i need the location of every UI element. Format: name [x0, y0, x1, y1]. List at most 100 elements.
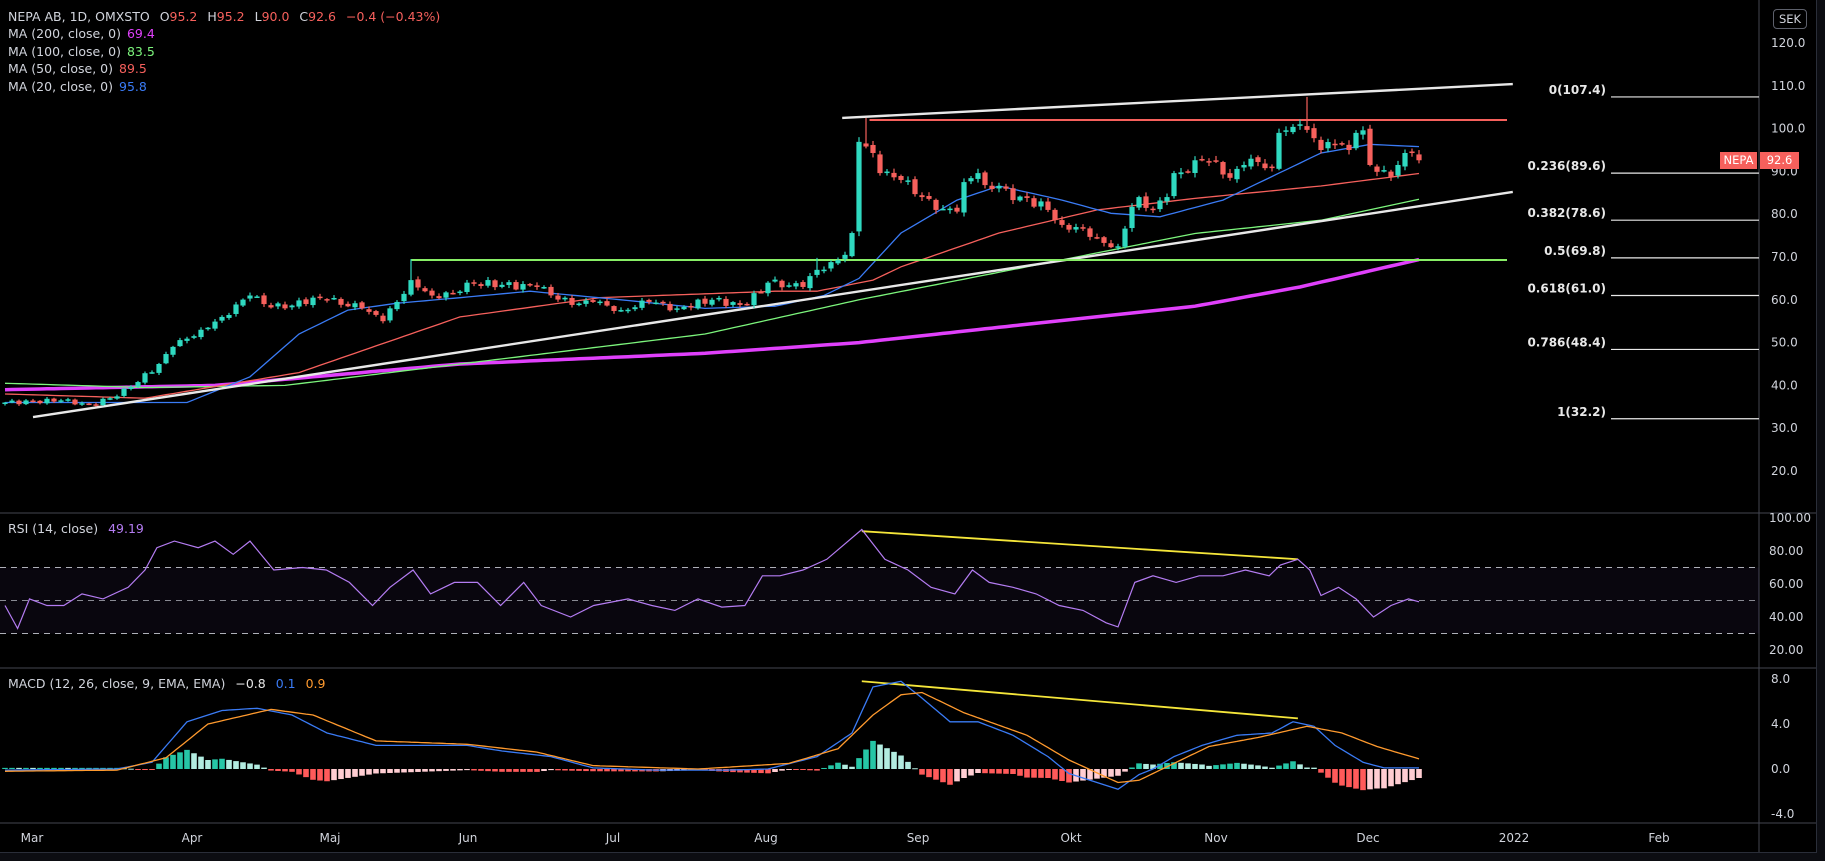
macd-histogram-bar	[1164, 763, 1170, 769]
macd-histogram-bar	[275, 769, 281, 771]
candle-down	[800, 282, 806, 287]
macd-histogram-bar	[1017, 769, 1023, 776]
macd-histogram-bar	[471, 769, 477, 771]
macd-histogram-bar	[58, 767, 64, 769]
close-value: C92.6	[299, 9, 336, 24]
macd-axis[interactable]: 8.0 4.0 0.0 -4.0	[1771, 672, 1794, 821]
macd-histogram-bar	[499, 769, 505, 772]
macd-histogram-bar	[429, 769, 435, 772]
macd-histogram-bar	[800, 769, 806, 770]
candle-up	[240, 299, 246, 306]
price-tick-label: 100.0	[1771, 122, 1805, 136]
macd-histogram-bar	[1255, 765, 1261, 769]
candle-down	[72, 399, 78, 405]
drawings[interactable]	[32, 82, 1513, 720]
macd-histogram-bar	[1199, 764, 1205, 769]
rsi-legend[interactable]: RSI (14, close) 49.19	[8, 520, 150, 537]
candle-down	[366, 309, 372, 312]
price-axis[interactable]: 120.0110.0100.090.080.070.060.050.040.03…	[1771, 36, 1805, 478]
macd-histogram-bar	[1213, 765, 1219, 769]
rsi-axis[interactable]: 100.00 80.00 60.00 40.00 20.00	[1769, 511, 1811, 657]
candle-up	[793, 283, 799, 287]
candle-up	[1038, 201, 1044, 207]
ma20-line	[5, 143, 1420, 404]
candle-up	[709, 299, 715, 305]
macd-legend[interactable]: MACD (12, 26, close, 9, EMA, EMA) −0.8 0…	[8, 675, 331, 692]
macd-histogram-bar	[1262, 766, 1268, 769]
time-tick-label: 2022	[1499, 831, 1530, 845]
candle-down	[1052, 209, 1058, 221]
macd-histogram-bar	[478, 769, 484, 771]
candle-up	[1136, 197, 1142, 208]
macd-histogram-bar	[877, 744, 883, 769]
fibonacci-retracement[interactable]: 0(107.4) 0.236(89.6) 0.382(78.6) 0.5(69.8) 0…	[1527, 83, 1759, 420]
macd-histogram-bar	[219, 758, 225, 769]
candle-down	[1304, 126, 1310, 130]
candle-down	[1045, 201, 1051, 210]
candle-down	[303, 299, 309, 305]
candle-down	[779, 280, 785, 288]
candlestick-series	[2, 96, 1422, 407]
candle-up	[156, 364, 162, 373]
macd-histogram-bar	[492, 769, 498, 772]
candle-up	[191, 336, 197, 338]
candle-down	[989, 185, 995, 190]
macd-histogram-bar	[100, 767, 106, 769]
candle-up	[968, 178, 974, 182]
candle-down	[1094, 237, 1100, 239]
candle-up	[100, 398, 106, 406]
candle-up	[149, 372, 155, 374]
macd-pane	[2, 680, 1422, 791]
candle-up	[730, 302, 736, 305]
macd-histogram-bar	[1416, 769, 1422, 778]
macd-histogram-bar	[933, 769, 939, 780]
time-tick-label: Mar	[21, 831, 44, 845]
candle-down	[30, 400, 36, 403]
candle-down	[1031, 198, 1037, 207]
macd-histogram-bar	[450, 769, 456, 771]
candle-up	[1248, 158, 1254, 167]
lower-trendline	[32, 190, 1513, 419]
macd-histogram-bar	[1220, 764, 1226, 769]
macd-histogram-bar	[1108, 769, 1114, 777]
candle-down	[415, 279, 421, 288]
macd-histogram-bar	[415, 769, 421, 772]
macd-histogram-bar	[814, 769, 820, 771]
macd-histogram-bar	[149, 769, 155, 770]
candle-up	[695, 299, 701, 309]
candle-up	[835, 260, 841, 264]
macd-histogram-bar	[555, 769, 561, 771]
candle-up	[520, 284, 526, 290]
ma-legend-row[interactable]: MA (200, close, 0) 69.4	[8, 25, 161, 42]
macd-histogram-bar	[1192, 763, 1198, 769]
macd-histogram-bar	[247, 763, 253, 769]
macd-line-value: 0.1	[275, 676, 296, 691]
symbol-legend[interactable]: NEPA AB, 1D, OMXSTO O95.2 H95.2 L90.0 C9…	[8, 8, 446, 25]
candle-up	[842, 254, 848, 259]
fib-level-label: 0.786(48.4)	[1527, 335, 1606, 349]
ma-legend-row[interactable]: MA (20, close, 0) 95.8	[8, 78, 153, 95]
low-value: L90.0	[254, 9, 290, 24]
macd-histogram-bar	[1150, 764, 1156, 769]
ma-legend-row[interactable]: MA (100, close, 0) 83.5	[8, 43, 161, 60]
candle-up	[1325, 142, 1331, 149]
candle-up	[1360, 130, 1366, 135]
macd-histogram-bar	[282, 769, 288, 772]
candle-down	[646, 299, 652, 302]
macd-histogram-bar	[1206, 765, 1212, 769]
macd-histogram-bar	[1339, 769, 1345, 786]
currency-button[interactable]: SEK	[1773, 9, 1807, 29]
macd-histogram-bar	[1311, 767, 1317, 769]
candle-up	[198, 329, 204, 338]
macd-histogram-bar	[1101, 769, 1107, 778]
macd-histogram-bar	[534, 769, 540, 772]
rsi-value: 49.19	[108, 521, 144, 536]
ma-legend-row[interactable]: MA (50, close, 0) 89.5	[8, 60, 153, 77]
macd-histogram-bar	[254, 764, 260, 769]
macd-histogram-bar	[730, 769, 736, 773]
candle-up	[1171, 173, 1177, 197]
macd-histogram-bar	[625, 769, 631, 772]
time-axis[interactable]: Mar Apr Maj Jun Jul Aug Sep Okt Nov Dec 2022 Feb	[21, 831, 1670, 845]
